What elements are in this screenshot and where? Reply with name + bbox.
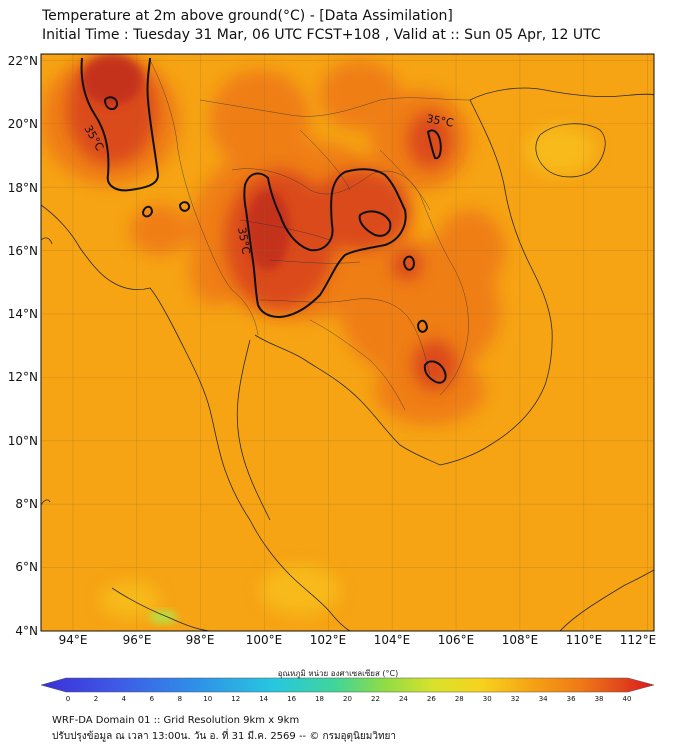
contour-label: 35°C <box>235 226 253 255</box>
lon-tick-label: 104°E <box>374 633 411 647</box>
colorbar-scale <box>40 677 655 693</box>
lat-tick-label: 12°N <box>8 370 38 384</box>
lon-tick-label: 96°E <box>123 633 152 647</box>
lon-tick-label: 110°E <box>566 633 603 647</box>
footer-update-info: ปรับปรุงข้อมูล ณ เวลา 13:00น. วัน อ. ที่… <box>52 731 397 742</box>
lat-tick-label: 10°N <box>8 434 38 448</box>
coastlines <box>41 87 654 631</box>
colorbar-tick-label: 24 <box>399 695 408 703</box>
colorbar-tick-label: 26 <box>427 695 436 703</box>
lat-tick-label: 22°N <box>8 54 38 68</box>
latitude-axis: 22°N 20°N 18°N 16°N 14°N 12°N 10°N 8°N 6… <box>8 54 38 638</box>
colorbar-tick-label: 14 <box>259 695 268 703</box>
lat-tick-label: 4°N <box>15 624 38 638</box>
colorbar-tick-label: 16 <box>287 695 296 703</box>
colorbar-tick-label: 40 <box>623 695 632 703</box>
lon-tick-label: 98°E <box>186 633 215 647</box>
lat-tick-label: 8°N <box>15 497 38 511</box>
lat-tick-label: 16°N <box>8 244 38 258</box>
colorbar: 0 2 4 6 8 10 12 14 16 18 20 22 24 26 28 30 32 34 36 38 40 <box>40 677 655 703</box>
colorbar-tick-label: 4 <box>122 695 127 703</box>
lon-tick-label: 100°E <box>246 633 283 647</box>
colorbar-tick-label: 30 <box>483 695 492 703</box>
map-subtitle: Initial Time : Tuesday 31 Mar, 06 UTC FC… <box>42 27 601 43</box>
map-title: Temperature at 2m above ground(°C) - [Da… <box>42 8 453 24</box>
lon-tick-label: 106°E <box>438 633 475 647</box>
colorbar-tick-label: 34 <box>539 695 548 703</box>
colorbar-tick-label: 36 <box>567 695 576 703</box>
lat-tick-label: 14°N <box>8 307 38 321</box>
lon-tick-label: 94°E <box>59 633 88 647</box>
colorbar-tick-label: 22 <box>371 695 380 703</box>
temperature-field: 35°C 35°C 35°C <box>41 54 654 631</box>
contour-35c <box>80 57 447 384</box>
colorbar-tick-label: 2 <box>94 695 98 703</box>
lat-tick-label: 20°N <box>8 117 38 131</box>
colorbar-tick-label: 0 <box>66 695 70 703</box>
lon-tick-label: 102°E <box>310 633 347 647</box>
colorbar-title: อุณหภูมิ หน่วย องศาเซลเซียส (°C) <box>277 669 399 678</box>
longitude-axis: 94°E 96°E 98°E 100°E 102°E 104°E 106°E 1… <box>59 633 657 647</box>
colorbar-tick-label: 18 <box>315 695 324 703</box>
colorbar-tick-label: 12 <box>231 695 240 703</box>
lat-tick-label: 6°N <box>15 560 38 574</box>
colorbar-tick-label: 28 <box>455 695 464 703</box>
colorbar-tick-label: 10 <box>203 695 212 703</box>
contour-label: 35°C <box>425 112 454 130</box>
colorbar-tick-label: 20 <box>343 695 352 703</box>
map-frame <box>40 53 655 632</box>
footer-model-info: WRF-DA Domain 01 :: Grid Resolution 9km … <box>52 715 300 726</box>
lat-tick-label: 18°N <box>8 181 38 195</box>
colorbar-tick-label: 32 <box>511 695 520 703</box>
graticule <box>41 54 654 631</box>
colorbar-tick-label: 6 <box>150 695 155 703</box>
colorbar-tick-label: 8 <box>178 695 182 703</box>
lon-tick-label: 108°E <box>502 633 539 647</box>
colorbar-tick-label: 38 <box>595 695 604 703</box>
lon-tick-label: 112°E <box>620 633 657 647</box>
political-borders <box>149 59 471 411</box>
